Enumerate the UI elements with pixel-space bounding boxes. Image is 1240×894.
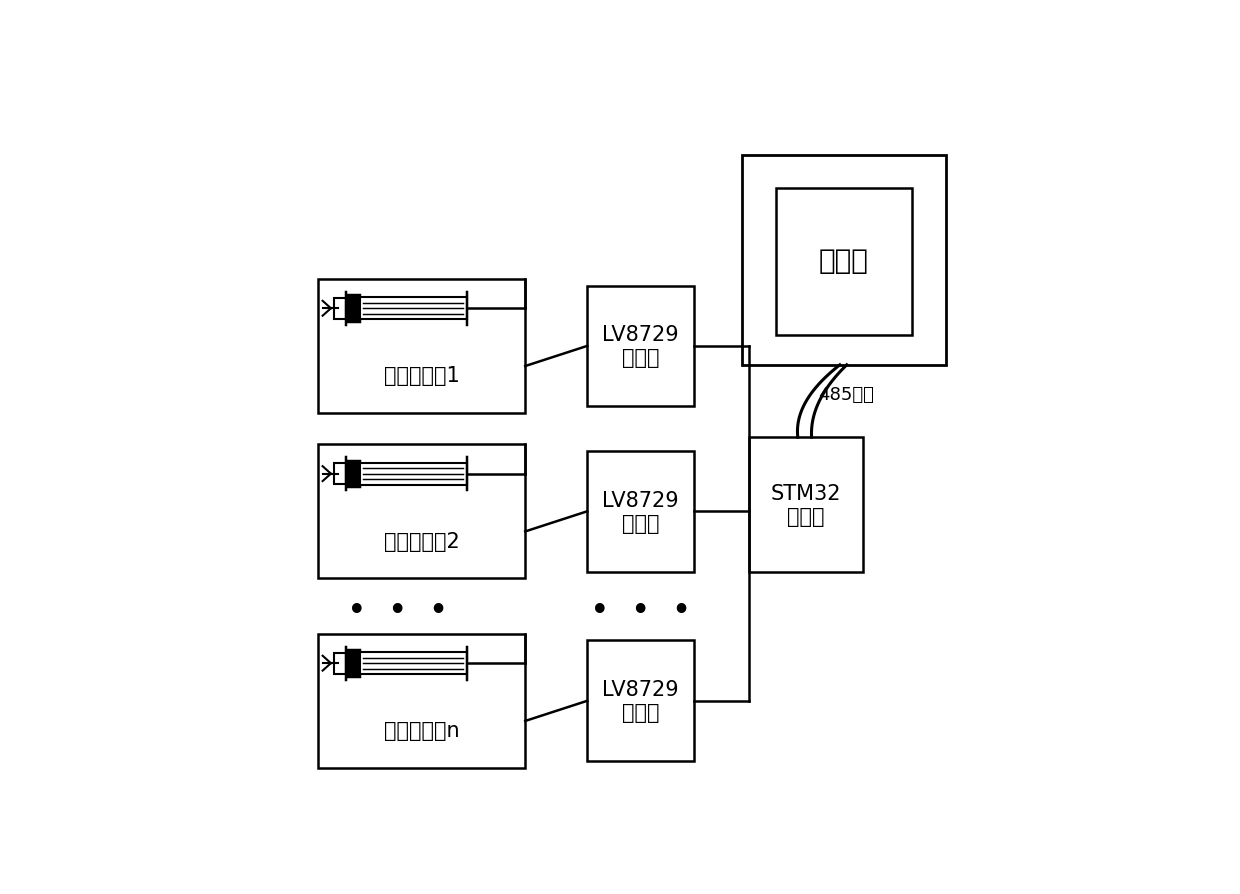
Bar — [347, 650, 360, 677]
Bar — [319, 634, 526, 768]
Text: •  •  •: • • • — [590, 595, 692, 628]
Bar — [588, 451, 694, 572]
Bar — [334, 654, 346, 674]
Text: •  •  •: • • • — [347, 595, 449, 628]
Bar — [360, 298, 467, 320]
Bar — [360, 463, 467, 485]
Text: STM32
控制板: STM32 控制板 — [771, 484, 841, 527]
Bar — [588, 641, 694, 762]
Bar — [360, 653, 467, 674]
Text: 微流注射泵2: 微流注射泵2 — [384, 531, 460, 552]
Text: LV8729
驱动板: LV8729 驱动板 — [603, 325, 680, 368]
Bar — [319, 279, 526, 414]
Bar — [347, 295, 360, 323]
Text: LV8729
驱动板: LV8729 驱动板 — [603, 490, 680, 534]
Bar — [743, 156, 946, 366]
Bar — [776, 189, 913, 335]
Bar — [749, 438, 863, 572]
Text: 上位机: 上位机 — [820, 247, 869, 274]
Bar — [347, 460, 360, 488]
Bar — [334, 464, 346, 485]
Bar — [347, 650, 360, 677]
Text: LV8729
驱动板: LV8729 驱动板 — [603, 679, 680, 722]
Bar — [347, 295, 360, 323]
Bar — [588, 286, 694, 407]
Text: 微流注射泵1: 微流注射泵1 — [384, 366, 460, 386]
Bar — [347, 460, 360, 488]
Bar — [319, 444, 526, 578]
Text: 485通讯: 485通讯 — [818, 385, 874, 404]
Text: 微流注射泵n: 微流注射泵n — [384, 721, 460, 740]
Bar — [334, 299, 346, 319]
